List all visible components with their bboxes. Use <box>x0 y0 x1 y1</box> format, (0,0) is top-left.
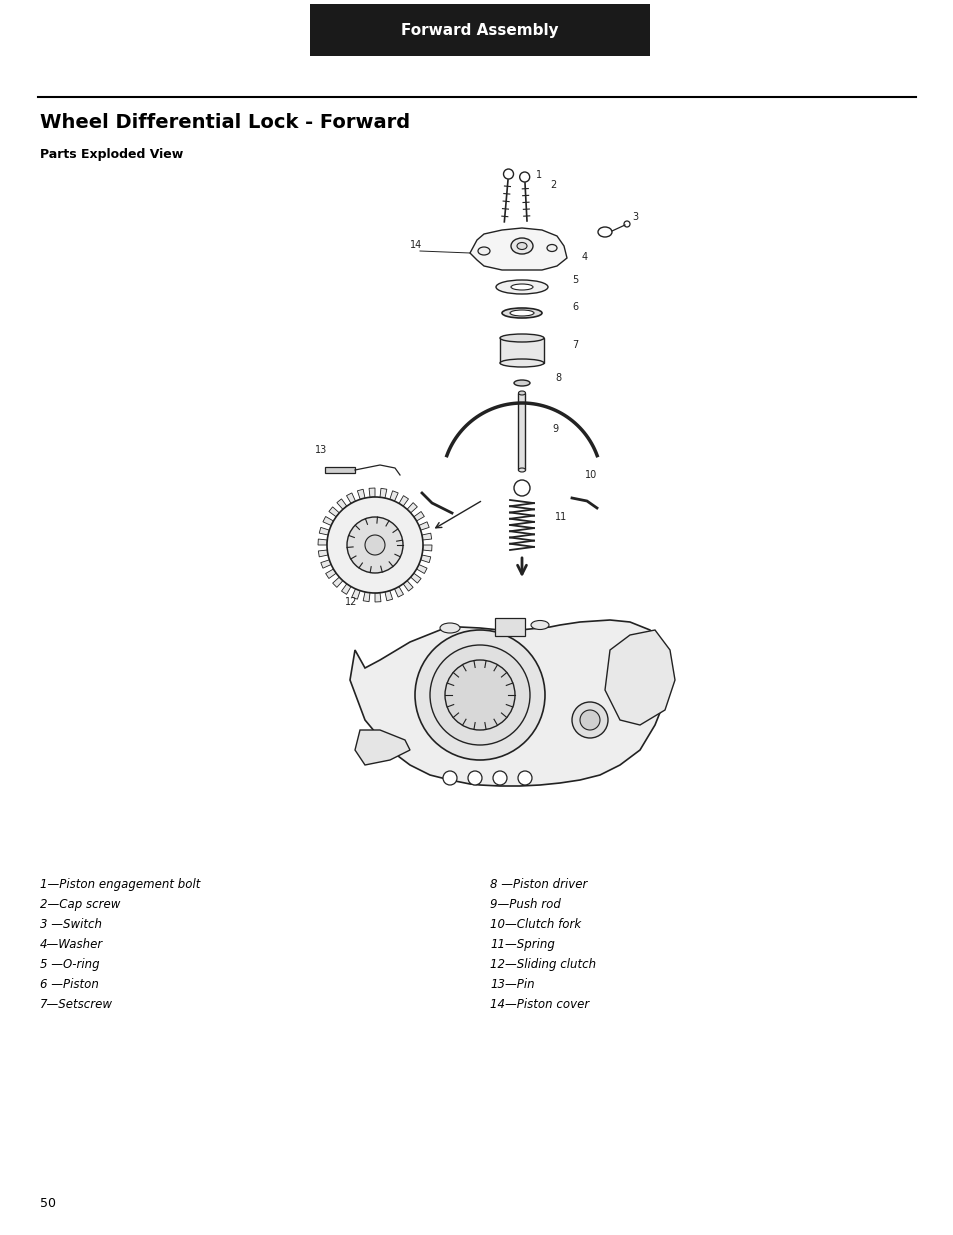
Polygon shape <box>333 577 342 588</box>
Circle shape <box>514 480 530 496</box>
Text: 3: 3 <box>631 212 638 222</box>
Text: 10—Clutch fork: 10—Clutch fork <box>490 918 580 931</box>
Text: 13—Pin: 13—Pin <box>490 978 534 990</box>
Text: Parts Exploded View: Parts Exploded View <box>40 148 183 161</box>
Text: 11: 11 <box>555 513 567 522</box>
Text: 6 —Piston: 6 —Piston <box>40 978 99 990</box>
Circle shape <box>347 517 402 573</box>
Ellipse shape <box>439 622 459 634</box>
Ellipse shape <box>518 391 525 395</box>
Circle shape <box>327 496 422 593</box>
Text: 9: 9 <box>552 424 558 433</box>
Text: 50: 50 <box>40 1197 56 1210</box>
Text: 1—Piston engagement bolt: 1—Piston engagement bolt <box>40 878 200 890</box>
Text: 14—Piston cover: 14—Piston cover <box>490 998 589 1011</box>
Text: Forward Assembly: Forward Assembly <box>401 23 558 38</box>
Text: 2—Cap screw: 2—Cap screw <box>40 898 120 911</box>
Text: 9—Push rod: 9—Push rod <box>490 898 560 911</box>
Polygon shape <box>385 590 393 600</box>
Polygon shape <box>346 493 355 504</box>
Text: 10: 10 <box>584 471 597 480</box>
Text: 8: 8 <box>555 373 560 383</box>
Polygon shape <box>418 522 429 530</box>
Polygon shape <box>407 503 416 513</box>
Polygon shape <box>319 527 329 535</box>
Text: 6: 6 <box>572 303 578 312</box>
Polygon shape <box>379 488 387 498</box>
Circle shape <box>468 771 481 785</box>
Text: 7—Setscrew: 7—Setscrew <box>40 998 112 1011</box>
Polygon shape <box>350 620 669 785</box>
Ellipse shape <box>510 310 534 316</box>
Text: 2: 2 <box>550 180 556 190</box>
Ellipse shape <box>518 468 525 472</box>
Polygon shape <box>403 580 413 592</box>
Ellipse shape <box>501 308 541 317</box>
Polygon shape <box>363 592 370 601</box>
Circle shape <box>579 710 599 730</box>
Polygon shape <box>420 555 431 563</box>
Text: 4: 4 <box>581 252 587 262</box>
Polygon shape <box>390 490 397 501</box>
Ellipse shape <box>531 620 548 630</box>
Text: 3 —Switch: 3 —Switch <box>40 918 102 931</box>
Text: Wheel Differential Lock - Forward: Wheel Differential Lock - Forward <box>40 112 410 132</box>
Ellipse shape <box>477 247 490 254</box>
Polygon shape <box>369 488 375 498</box>
Text: 12: 12 <box>345 597 357 606</box>
Polygon shape <box>395 587 403 597</box>
Ellipse shape <box>546 245 557 252</box>
Circle shape <box>442 771 456 785</box>
Ellipse shape <box>511 238 533 254</box>
Polygon shape <box>470 228 566 270</box>
Polygon shape <box>414 511 424 521</box>
Circle shape <box>444 659 515 730</box>
Polygon shape <box>318 550 328 557</box>
Polygon shape <box>410 573 420 583</box>
Polygon shape <box>325 569 335 578</box>
Polygon shape <box>352 589 360 599</box>
Text: 13: 13 <box>314 445 327 454</box>
Polygon shape <box>336 499 347 509</box>
Polygon shape <box>422 545 432 551</box>
Ellipse shape <box>496 280 547 294</box>
Ellipse shape <box>517 242 526 249</box>
Circle shape <box>517 771 532 785</box>
Polygon shape <box>398 495 408 506</box>
Text: 5: 5 <box>572 275 578 285</box>
Polygon shape <box>604 630 675 725</box>
Bar <box>325 467 355 473</box>
Polygon shape <box>416 564 427 573</box>
Bar <box>499 338 543 363</box>
Text: 1: 1 <box>536 170 541 180</box>
Text: 14: 14 <box>410 240 422 249</box>
Text: 5 —O-ring: 5 —O-ring <box>40 958 99 971</box>
Polygon shape <box>341 584 351 594</box>
Polygon shape <box>355 730 410 764</box>
Polygon shape <box>317 538 327 545</box>
Circle shape <box>415 630 544 760</box>
Circle shape <box>430 645 530 745</box>
Bar <box>495 618 524 636</box>
Text: 4—Washer: 4—Washer <box>40 939 103 951</box>
Polygon shape <box>421 534 432 540</box>
Ellipse shape <box>511 284 533 290</box>
Circle shape <box>493 771 506 785</box>
Polygon shape <box>375 593 380 601</box>
Text: 12—Sliding clutch: 12—Sliding clutch <box>490 958 596 971</box>
Bar <box>518 393 525 471</box>
Polygon shape <box>322 516 334 525</box>
Ellipse shape <box>499 333 543 342</box>
FancyBboxPatch shape <box>310 4 649 56</box>
Polygon shape <box>357 489 365 499</box>
Ellipse shape <box>499 359 543 367</box>
Text: 8 —Piston driver: 8 —Piston driver <box>490 878 587 890</box>
Circle shape <box>365 535 385 555</box>
Text: 7: 7 <box>572 340 578 350</box>
Ellipse shape <box>514 380 530 387</box>
Text: 11—Spring: 11—Spring <box>490 939 555 951</box>
Polygon shape <box>329 506 339 516</box>
Circle shape <box>572 701 607 739</box>
Polygon shape <box>320 559 331 568</box>
